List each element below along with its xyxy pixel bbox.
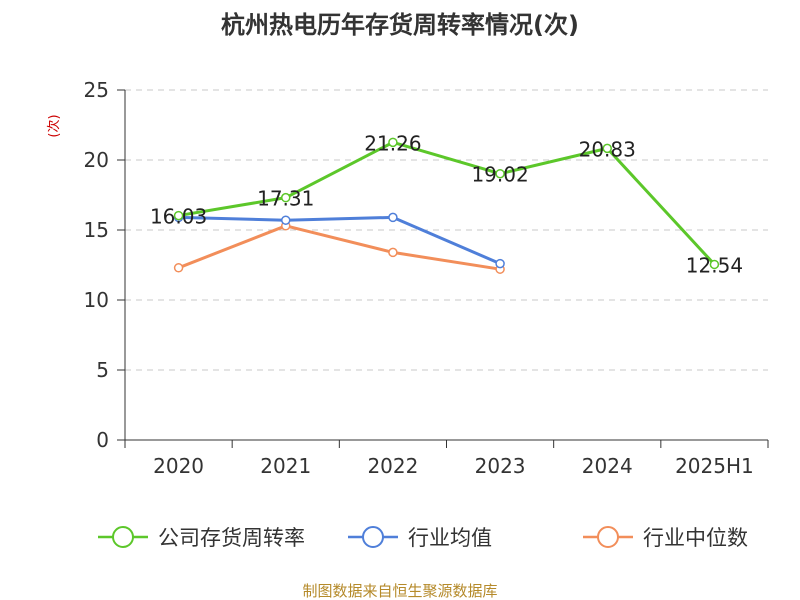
axes: 0 5 10 15 20 25 2020 2021 2022 2023 2024 2025H1 <box>84 78 769 478</box>
data-label: 20.83 <box>579 137 636 161</box>
data-point <box>281 215 291 225</box>
series-line <box>178 215 501 265</box>
y-axis-label: (次) <box>46 114 62 137</box>
legend-marker <box>362 526 384 548</box>
data-point <box>281 192 291 203</box>
data-point <box>495 258 505 269</box>
data-label: 19.02 <box>471 163 528 187</box>
source-note: 制图数据来自恒生聚源数据库 <box>302 582 497 600</box>
data-labels: 16.03 17.31 21.26 19.02 20.83 12.54 <box>150 131 743 277</box>
legend: 公司存货周转率 行业均值 行业中位数 <box>98 526 748 550</box>
legend-label: 公司存货周转率 <box>158 526 305 550</box>
chart-title: 杭州热电历年存货周转率情况(次) <box>221 11 579 39</box>
y-tick-label: 5 <box>96 358 109 382</box>
data-point <box>388 212 398 223</box>
x-tick-label: 2020 <box>153 454 204 478</box>
data-point <box>602 143 612 154</box>
data-label: 21.26 <box>364 131 421 155</box>
data-point <box>173 210 184 221</box>
x-tick-label: 2022 <box>367 454 418 478</box>
legend-label: 行业均值 <box>408 526 492 550</box>
x-tick-label: 2021 <box>260 454 311 478</box>
data-label: 17.31 <box>257 187 314 211</box>
data-point <box>388 137 398 148</box>
y-tick-label: 15 <box>84 218 109 242</box>
x-tick-label: 2024 <box>582 454 633 478</box>
data-point <box>495 168 505 179</box>
y-tick-label: 0 <box>96 428 109 452</box>
data-label: 16.03 <box>150 205 207 229</box>
data-point <box>173 263 184 273</box>
x-tick-label: 2025H1 <box>675 454 754 478</box>
legend-marker <box>597 526 619 548</box>
data-point <box>388 247 398 258</box>
data-point <box>709 259 720 270</box>
grid <box>125 89 768 371</box>
x-tick-label: 2023 <box>475 454 526 478</box>
y-tick-label: 10 <box>84 288 109 312</box>
y-tick-label: 20 <box>84 148 109 172</box>
series-line <box>178 224 501 271</box>
legend-marker <box>112 526 134 548</box>
legend-label: 行业中位数 <box>643 526 748 550</box>
series-layer <box>173 137 720 274</box>
data-label: 12.54 <box>686 253 743 277</box>
series-line <box>178 140 716 266</box>
y-tick-label: 25 <box>84 78 109 102</box>
